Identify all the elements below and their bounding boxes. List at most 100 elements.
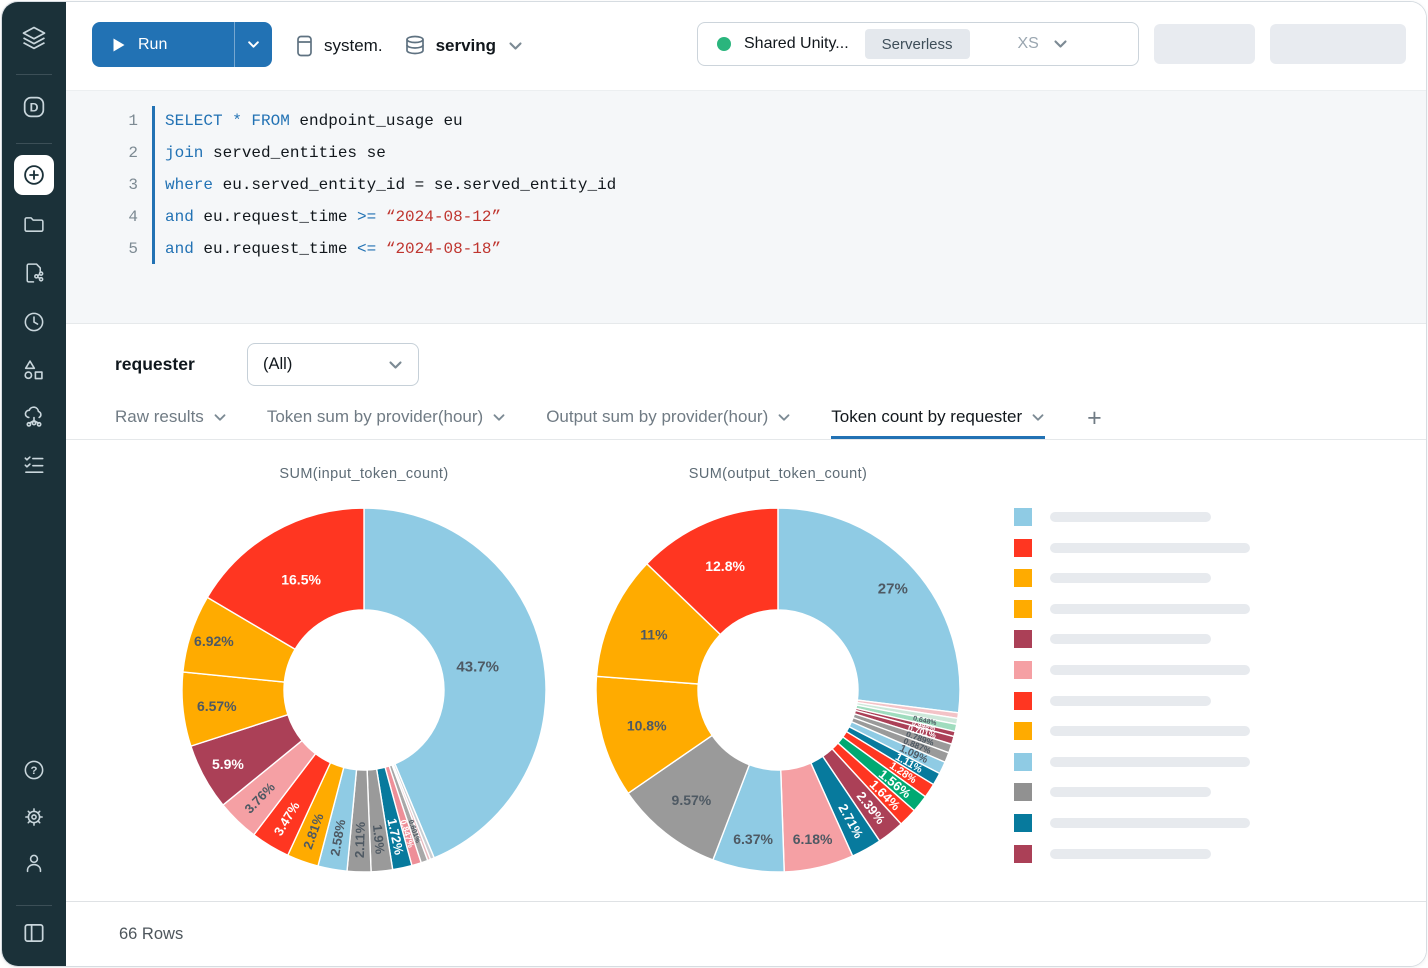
pie-slice-label: 6.92% xyxy=(194,633,234,649)
run-dropdown-button[interactable] xyxy=(235,40,272,49)
code-line[interactable]: and eu.request_time >= “2024-08-12” xyxy=(165,201,1416,233)
warehouse-name: Shared Unity... xyxy=(744,35,849,52)
row-count: 66 Rows xyxy=(119,924,184,943)
line-numbers: 1 2 3 4 5 xyxy=(66,105,138,265)
legend-item[interactable] xyxy=(1014,783,1314,802)
code-token: and xyxy=(165,240,194,258)
legend-item[interactable] xyxy=(1014,752,1314,771)
databricks-logo-icon[interactable] xyxy=(19,24,49,54)
toolbar-placeholder-button[interactable] xyxy=(1270,24,1406,64)
pie-slice-label: 1.9% xyxy=(370,824,388,855)
legend-item[interactable] xyxy=(1014,814,1314,832)
pie-slice[interactable] xyxy=(777,507,961,714)
results-footer: 66 Rows xyxy=(66,901,1426,966)
tab-label: Token sum by provider(hour) xyxy=(266,407,484,426)
sidebar-item-serving[interactable] xyxy=(21,404,47,430)
folder-icon xyxy=(24,217,44,232)
code-token: <= xyxy=(357,240,377,258)
legend-item[interactable] xyxy=(1014,691,1314,710)
sidebar-item-new-query[interactable] xyxy=(14,155,54,195)
legend-label-placeholder xyxy=(1050,848,1211,859)
legend-item[interactable] xyxy=(1014,569,1314,588)
code-token: eu.served_entity_id = se.served_entity_i… xyxy=(213,176,617,194)
panel-toggle-icon[interactable] xyxy=(21,920,47,946)
requester-filter-dropdown[interactable]: (All) xyxy=(247,343,419,386)
account-person-icon[interactable] xyxy=(22,851,47,876)
chevron-down-icon xyxy=(248,41,259,48)
play-icon xyxy=(113,38,125,51)
legend-item[interactable] xyxy=(1014,661,1314,679)
tab-output-sum-by-provider-hour-[interactable]: Output sum by provider(hour) xyxy=(546,398,791,439)
settings-gear-icon[interactable] xyxy=(22,805,47,830)
code-token: “2024-08-18” xyxy=(376,240,502,258)
legend-item[interactable] xyxy=(1014,538,1314,557)
run-button[interactable]: Run xyxy=(92,22,272,67)
run-button-divider xyxy=(234,22,235,67)
pie-slice-label: 2.58% xyxy=(327,818,348,857)
warehouse-size: XS xyxy=(1017,35,1039,52)
circle-plus-icon xyxy=(24,165,44,185)
charts-area: SUM(input_token_count) SUM(output_token_… xyxy=(66,441,1426,901)
line-number: 4 xyxy=(128,208,138,226)
chevron-down-icon[interactable] xyxy=(508,41,523,51)
legend-item[interactable] xyxy=(1014,722,1314,741)
legend-item[interactable] xyxy=(1014,508,1314,526)
sidebar-item-lineage[interactable] xyxy=(22,261,47,286)
legend-label-placeholder xyxy=(1050,512,1211,522)
tab-token-count-by-requester[interactable]: Token count by requester xyxy=(831,398,1046,439)
run-button-label: Run xyxy=(138,35,168,53)
code-token: join xyxy=(165,144,204,162)
pie-slice[interactable] xyxy=(206,507,365,651)
pie-slice-label: 2.11% xyxy=(352,821,368,858)
pie-slice-label: 43.7% xyxy=(456,659,499,676)
legend-item[interactable] xyxy=(1014,844,1314,863)
code-line[interactable]: and eu.request_time <= “2024-08-18” xyxy=(165,233,1416,265)
legend-label-placeholder xyxy=(1050,756,1250,767)
sidebar-item-folder[interactable] xyxy=(22,212,47,237)
shapes-icon xyxy=(24,360,43,380)
code-line[interactable]: SELECT * FROM endpoint_usage eu xyxy=(165,105,1416,137)
legend-swatch xyxy=(1014,752,1032,771)
workspace-d-icon[interactable]: D xyxy=(20,93,48,121)
chart-title-input-tokens: SUM(input_token_count) xyxy=(279,466,449,482)
legend-label-placeholder xyxy=(1050,603,1250,614)
code-token: “2024-08-12” xyxy=(376,208,502,226)
sidebar-item-ml[interactable] xyxy=(21,357,47,383)
legend-label-placeholder xyxy=(1050,787,1211,798)
tab-label: Output sum by provider(hour) xyxy=(546,407,769,426)
pie-slice[interactable] xyxy=(363,507,547,859)
pie-slice-label: 0.648% xyxy=(912,715,937,727)
add-tab-button[interactable]: + xyxy=(1087,404,1102,432)
tab-token-sum-by-provider-hour-[interactable]: Token sum by provider(hour) xyxy=(267,398,506,439)
legend-swatch xyxy=(1014,844,1032,863)
code-line[interactable]: join served_entities se xyxy=(165,137,1416,169)
legend-label-placeholder xyxy=(1050,818,1250,828)
sidebar-item-history[interactable] xyxy=(22,310,47,335)
code-token: eu.request_time xyxy=(193,240,358,258)
tab-raw-results[interactable]: Raw results xyxy=(115,398,227,439)
legend-swatch xyxy=(1014,722,1032,741)
legend-swatch xyxy=(1014,508,1032,526)
chart-title-output-tokens: SUM(output_token_count) xyxy=(688,466,868,482)
catalog-icon[interactable] xyxy=(294,34,315,58)
sidebar-item-tasks[interactable] xyxy=(21,451,47,477)
toolbar-placeholder-button[interactable] xyxy=(1154,24,1255,64)
pie-slice[interactable] xyxy=(645,507,779,636)
catalog-selector[interactable]: system. xyxy=(324,36,383,55)
statement-indicator xyxy=(152,106,155,264)
help-icon[interactable]: ? xyxy=(22,758,47,783)
database-icon[interactable] xyxy=(403,34,427,58)
code-line[interactable]: where eu.served_entity_id = se.served_en… xyxy=(165,169,1416,201)
sidebar-divider xyxy=(16,905,52,906)
legend-item[interactable] xyxy=(1014,630,1314,649)
line-number: 1 xyxy=(128,112,138,130)
pie-slice-label: 5.9% xyxy=(212,756,244,772)
schema-selector[interactable]: serving xyxy=(435,36,497,55)
warehouse-selector[interactable]: Shared Unity... Serverless XS xyxy=(697,22,1139,66)
code-area[interactable]: SELECT * FROM endpoint_usage eu join serv… xyxy=(165,105,1416,265)
legend-swatch xyxy=(1014,599,1032,618)
legend-item[interactable] xyxy=(1014,599,1314,618)
tab-label: Token count by requester xyxy=(831,407,1023,426)
